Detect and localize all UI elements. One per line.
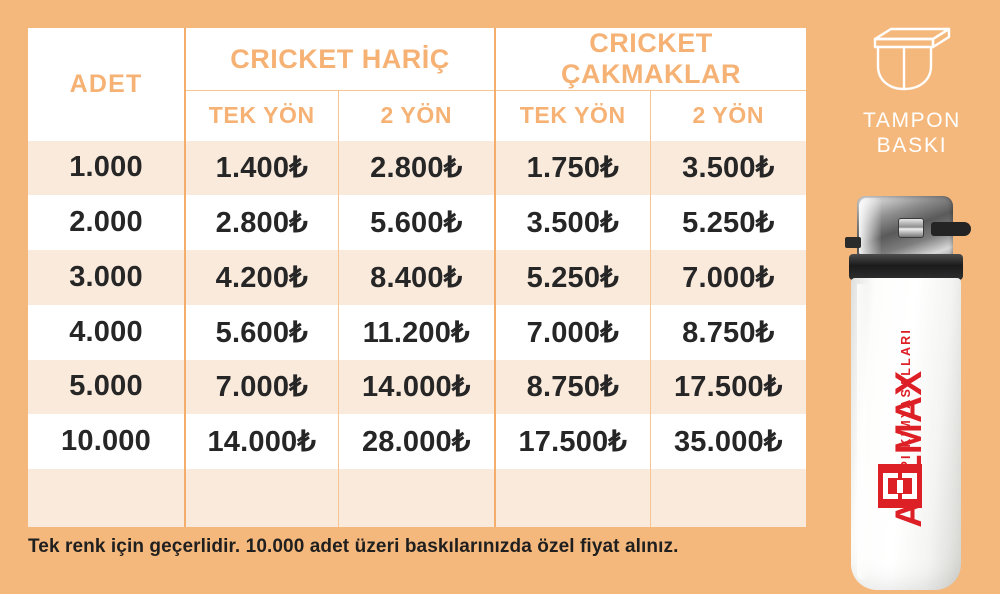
table-body: 1.000 1.400₺ 2.800₺ 1.750₺ 3.500₺ 2.000 … xyxy=(28,140,807,527)
cell-quantity xyxy=(28,469,186,527)
lighter-product-image: ALLMAX YAPI KIMYASALLARI xyxy=(845,196,973,594)
lighter-side-tab xyxy=(845,237,861,248)
cell-price: 17.500₺ xyxy=(494,414,650,470)
lighter-black-collar xyxy=(849,254,963,280)
cell-price: 7.000₺ xyxy=(185,359,338,415)
header-group-cricket-haric: CRICKET HARİÇ xyxy=(185,28,496,91)
table-row: 3.000 4.200₺ 8.400₺ 5.250₺ 7.000₺ xyxy=(28,250,807,305)
lighter-body-highlight xyxy=(857,284,870,580)
lighter-flint-wheel xyxy=(898,218,924,238)
cell-quantity: 10.000 xyxy=(28,414,186,470)
cell-quantity: 1.000 xyxy=(28,140,186,196)
cell-price xyxy=(185,469,338,527)
lighter-hood-highlight xyxy=(859,198,881,256)
lighter-gas-lever xyxy=(931,222,971,236)
cell-quantity: 5.000 xyxy=(28,359,186,415)
cell-price: 5.250₺ xyxy=(494,250,650,305)
table-row: 10.000 14.000₺ 28.000₺ 17.500₺ 35.000₺ xyxy=(28,414,807,470)
header-sub-2-yon-1: 2 YÖN xyxy=(337,90,495,141)
badge-line-2: BASKI xyxy=(876,133,948,157)
cell-quantity: 4.000 xyxy=(28,304,186,360)
cell-price: 7.000₺ xyxy=(494,304,650,360)
price-table-container: ADET CRICKET HARİÇ CRICKET ÇAKMAKLAR TEK… xyxy=(28,28,807,527)
cell-price: 1.400₺ xyxy=(185,140,338,196)
header-sub-tek-yon-1: TEK YÖN xyxy=(185,90,338,141)
cell-price xyxy=(649,469,807,527)
table-row: 1.000 1.400₺ 2.800₺ 1.750₺ 3.500₺ xyxy=(28,140,807,196)
table-header: ADET CRICKET HARİÇ CRICKET ÇAKMAKLAR TEK… xyxy=(28,28,807,141)
header-sub-2-yon-2: 2 YÖN xyxy=(649,90,807,141)
cell-price: 7.000₺ xyxy=(649,250,807,305)
badge-line-1: TAMPON xyxy=(863,109,961,132)
cell-price: 2.800₺ xyxy=(185,195,338,251)
table-row: 2.000 2.800₺ 5.600₺ 3.500₺ 5.250₺ xyxy=(28,195,807,251)
cell-price: 8.400₺ xyxy=(337,250,495,305)
allmax-logo-mark xyxy=(878,464,922,508)
cell-price: 5.600₺ xyxy=(337,195,495,251)
cell-price: 17.500₺ xyxy=(649,359,807,415)
header-sub-tek-yon-2: TEK YÖN xyxy=(494,90,650,141)
cell-price: 14.000₺ xyxy=(185,414,338,470)
cell-price: 14.000₺ xyxy=(337,359,495,415)
header-group-cricket-cakmaklar: CRICKET ÇAKMAKLAR xyxy=(495,28,807,91)
table-row: 5.000 7.000₺ 14.000₺ 8.750₺ 17.500₺ xyxy=(28,359,807,415)
price-table: ADET CRICKET HARİÇ CRICKET ÇAKMAKLAR TEK… xyxy=(28,28,807,527)
header-quantity: ADET xyxy=(28,28,186,141)
cell-price: 5.250₺ xyxy=(649,195,807,251)
table-row-empty xyxy=(28,469,807,527)
pad-print-icon xyxy=(838,26,986,97)
lighter-print-area: ALLMAX YAPI KIMYASALLARI xyxy=(851,278,961,590)
cell-quantity: 3.000 xyxy=(28,250,186,305)
table-row: 4.000 5.600₺ 11.200₺ 7.000₺ 8.750₺ xyxy=(28,304,807,360)
cell-price: 28.000₺ xyxy=(337,414,495,470)
tampon-baski-badge: TAMPON BASKI xyxy=(838,26,986,159)
cell-price xyxy=(494,469,650,527)
cell-price: 2.800₺ xyxy=(337,140,495,196)
cell-price: 1.750₺ xyxy=(494,140,650,196)
cell-price: 11.200₺ xyxy=(337,304,495,360)
footer-note: Tek renk için geçerlidir. 10.000 adet üz… xyxy=(28,536,679,557)
cell-price xyxy=(337,469,495,527)
cell-price: 5.600₺ xyxy=(185,304,338,360)
cell-price: 8.750₺ xyxy=(649,304,807,360)
cell-price: 8.750₺ xyxy=(494,359,650,415)
cell-price: 4.200₺ xyxy=(185,250,338,305)
cell-quantity: 2.000 xyxy=(28,195,186,251)
cell-price: 3.500₺ xyxy=(649,140,807,196)
cell-price: 35.000₺ xyxy=(649,414,807,470)
cell-price: 3.500₺ xyxy=(494,195,650,251)
